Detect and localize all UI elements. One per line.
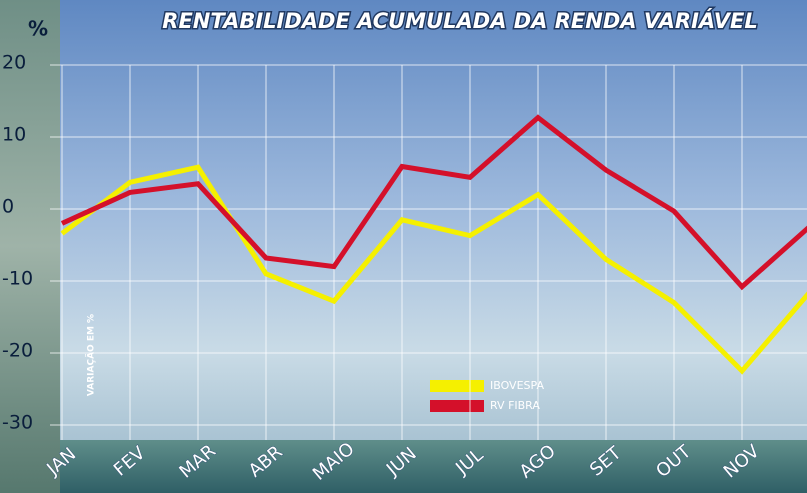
chart-title: RENTABILIDADE ACUMULADA DA RENDA VARIÁVE… — [162, 8, 757, 33]
legend-label: RV FIBRA — [490, 399, 540, 412]
series-line — [60, 164, 807, 375]
footer-band — [60, 440, 807, 493]
y-unit: % — [28, 17, 48, 41]
y-tick-label: 0 — [2, 196, 14, 218]
plot-background — [60, 0, 807, 440]
y-axis-title: VARIAÇÃO EM % — [86, 314, 97, 396]
legend-label: IBOVESPA — [490, 379, 544, 392]
series-line — [60, 114, 807, 291]
legend-swatch — [430, 380, 484, 392]
y-tick-label: 20 — [2, 52, 26, 74]
y-tick-label: -30 — [2, 412, 33, 434]
y-tick-label: -20 — [2, 340, 33, 362]
y-tick-label: 10 — [2, 124, 26, 146]
y-tick-label: -10 — [2, 268, 33, 290]
legend-swatch — [430, 400, 484, 412]
